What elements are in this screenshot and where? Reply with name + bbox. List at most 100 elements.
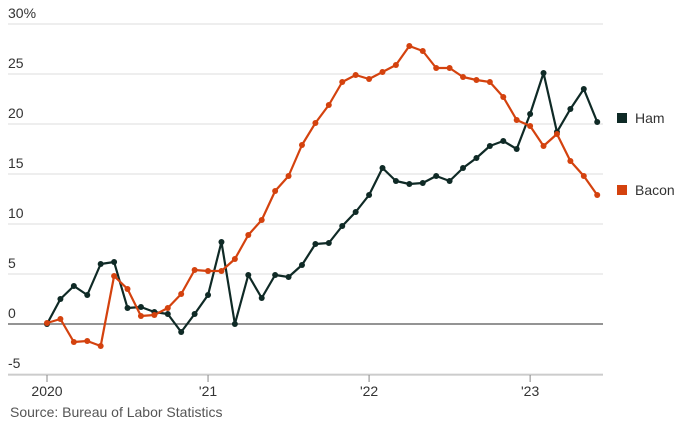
data-point <box>473 77 480 83</box>
data-point <box>191 267 198 273</box>
series-ham <box>44 70 601 335</box>
data-point <box>392 62 399 68</box>
data-point <box>84 292 91 298</box>
y-axis-tick-labels: 30% 25 20 15 10 5 0 -5 <box>8 5 36 371</box>
data-point <box>567 106 574 112</box>
legend-label: Bacon <box>635 182 675 198</box>
data-point <box>352 72 359 78</box>
data-point <box>218 268 225 274</box>
data-point <box>580 173 587 179</box>
data-point <box>540 143 547 149</box>
data-point <box>97 343 104 349</box>
data-point <box>124 305 131 311</box>
data-point <box>312 241 319 247</box>
x-tick-label: '22 <box>360 383 378 399</box>
data-point <box>352 209 359 215</box>
data-point <box>580 86 587 92</box>
data-point <box>486 79 493 85</box>
data-point <box>191 311 198 317</box>
data-point <box>325 102 332 108</box>
data-point <box>111 273 118 279</box>
y-tick-label: 5 <box>8 255 16 271</box>
data-point <box>218 239 225 245</box>
data-point <box>325 240 332 246</box>
data-point <box>527 111 534 117</box>
data-point <box>433 173 440 179</box>
data-point <box>500 138 507 144</box>
gridlines <box>8 23 603 375</box>
data-point <box>406 43 413 49</box>
data-point <box>500 94 507 100</box>
data-point <box>339 79 346 85</box>
data-point <box>594 119 601 125</box>
data-point <box>205 268 212 274</box>
data-point <box>540 70 547 76</box>
data-point <box>70 283 77 289</box>
x-axis: 2020 '21 '22 '23 <box>8 374 603 399</box>
data-point <box>527 123 534 129</box>
data-point <box>419 48 426 54</box>
data-point <box>137 304 144 310</box>
data-point <box>379 69 386 75</box>
data-point <box>285 274 292 280</box>
data-point <box>164 311 171 317</box>
data-point <box>205 292 212 298</box>
data-point <box>285 173 292 179</box>
data-point <box>258 295 265 301</box>
y-tick-label: -5 <box>8 355 21 371</box>
y-tick-label: 20 <box>8 105 24 121</box>
data-point <box>57 316 64 322</box>
data-point <box>460 165 467 171</box>
legend-swatch <box>617 185 627 195</box>
data-point <box>513 146 520 152</box>
data-point <box>164 305 171 311</box>
data-point <box>44 320 50 326</box>
data-point <box>594 192 601 198</box>
data-point <box>312 120 319 126</box>
data-point <box>57 296 64 302</box>
source-note: Source: Bureau of Labor Statistics <box>10 404 223 420</box>
data-point <box>513 117 520 123</box>
data-point <box>379 165 386 171</box>
y-tick-label: 0 <box>8 305 16 321</box>
data-point <box>567 158 574 164</box>
legend-label: Ham <box>635 110 665 126</box>
data-point <box>473 155 480 161</box>
data-point <box>446 178 453 184</box>
data-point <box>366 192 373 198</box>
data-point <box>70 339 77 345</box>
data-point <box>446 65 453 71</box>
data-point <box>231 321 238 327</box>
series-line <box>46 44 599 348</box>
x-tick-label: 2020 <box>31 383 62 399</box>
data-point <box>298 142 305 148</box>
data-point <box>366 76 373 82</box>
data-point <box>178 329 185 335</box>
data-point <box>406 181 413 187</box>
data-point <box>258 217 265 223</box>
data-point <box>97 261 104 267</box>
series-lines <box>44 43 601 349</box>
data-point <box>178 291 185 297</box>
data-point <box>151 312 158 318</box>
legend: Ham Bacon <box>617 110 675 198</box>
data-point <box>272 272 279 278</box>
x-tick-label: '23 <box>521 383 539 399</box>
y-tick-label: 10 <box>8 205 24 221</box>
x-tick-label: '21 <box>199 383 217 399</box>
data-point <box>298 262 305 268</box>
legend-swatch <box>617 113 627 123</box>
y-tick-label: 30% <box>8 5 36 21</box>
y-tick-label: 15 <box>8 155 24 171</box>
data-point <box>419 180 426 186</box>
data-point <box>486 143 493 149</box>
data-point <box>245 232 252 238</box>
data-point <box>460 74 467 80</box>
data-point <box>245 272 252 278</box>
data-point <box>272 188 279 194</box>
data-point <box>124 286 131 292</box>
data-point <box>231 256 238 262</box>
data-point <box>84 338 91 344</box>
y-tick-label: 25 <box>8 55 24 71</box>
